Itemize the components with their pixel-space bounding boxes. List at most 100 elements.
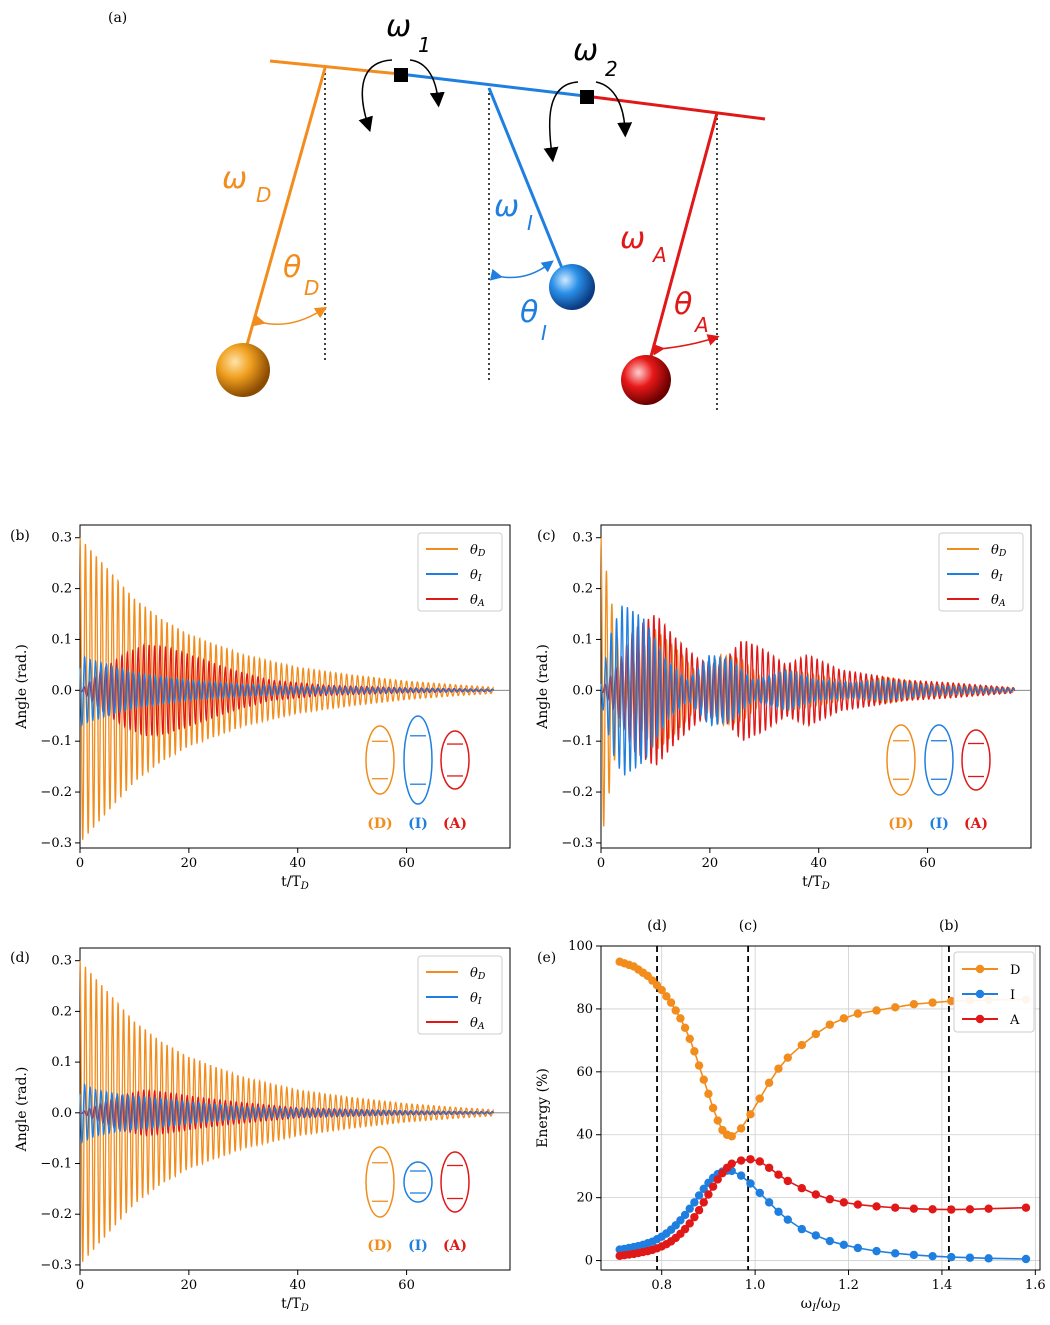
y-tick-label: 0: [585, 1254, 593, 1269]
data-point-a: [694, 1206, 704, 1215]
y-tick-label: 60: [576, 1065, 593, 1080]
level-ellipse-a: [961, 729, 991, 791]
x-tick-label: 1.6: [1025, 1278, 1046, 1293]
thetaI-sub: I: [541, 321, 547, 345]
y-tick-label: 0.2: [51, 1004, 72, 1019]
bar-segment-d: [269, 59, 401, 76]
y-tick-label: −0.2: [40, 1207, 72, 1222]
angle-arrow-i: [489, 260, 554, 281]
y-tick-label: 0.2: [572, 582, 593, 597]
y-tick-label: −0.1: [40, 1157, 72, 1172]
data-point-d: [853, 1009, 863, 1018]
legend-label: θI: [470, 568, 482, 584]
legend-label: θD: [470, 966, 486, 982]
data-point-a: [947, 1205, 956, 1214]
y-tick-label: −0.1: [561, 734, 593, 749]
state-label-a: (A): [443, 816, 467, 832]
series-line-theta-d: [79, 960, 494, 1262]
chart-b: 0 20 40 60 0.3 0.2 0.1 0.0 −0.1 −0.2 −0.3 t/TD Angle…: [10, 524, 511, 892]
data-point-a: [755, 1157, 764, 1166]
data-point-a: [872, 1202, 881, 1211]
y-tick-label: 0.2: [51, 582, 72, 597]
series-line-theta-i: [79, 1082, 495, 1145]
state-label-i: (I): [408, 816, 428, 832]
pendulum-diagram: (a): [108, 9, 766, 410]
data-point-i: [984, 1254, 993, 1263]
marker-label: (c): [739, 918, 758, 934]
marker-label: (b): [939, 918, 959, 934]
data-point-a: [736, 1156, 746, 1165]
y-tick-label: 0.1: [572, 632, 593, 647]
data-point-i: [965, 1253, 975, 1262]
data-point-d: [797, 1040, 807, 1050]
omegaI-sub: I: [527, 211, 533, 235]
legend-label: θA: [470, 593, 485, 609]
y-axis-label: Angle (rad.): [535, 644, 551, 730]
series-line-a: [619, 1158, 1027, 1257]
chart-e: 0.8 1.0 1.2 1.4 1.6 0 20 40 60 80 100 ωI/ωD Energy (…: [535, 918, 1046, 1314]
x-tick-label: 0: [597, 856, 605, 871]
data-point-a: [708, 1182, 718, 1191]
omegaD-label: ω: [222, 161, 247, 196]
data-point-i: [690, 1198, 699, 1207]
data-point-a: [746, 1155, 755, 1164]
data-point-i: [680, 1210, 690, 1220]
data-point-d: [872, 1006, 881, 1015]
y-axis-label: Angle (rad.): [14, 1067, 30, 1153]
data-point-d: [685, 1034, 694, 1043]
panel-label-a: (a): [108, 10, 127, 26]
coupling-arrow-2-right: [595, 81, 633, 138]
y-tick-label: −0.2: [40, 785, 72, 800]
state-label-i: (I): [929, 816, 949, 832]
y-axis-label: Energy (%): [535, 1068, 551, 1148]
data-point-i: [928, 1251, 937, 1261]
data-point-a: [928, 1205, 937, 1214]
data-point-d: [727, 1132, 736, 1141]
legend-box: [417, 532, 503, 612]
data-point-i: [774, 1207, 783, 1217]
data-point-i: [947, 1252, 956, 1262]
data-point-d: [774, 1064, 783, 1073]
data-point-a: [783, 1176, 793, 1186]
data-point-d: [909, 999, 919, 1009]
data-point-a: [825, 1195, 835, 1204]
level-ellipse-a: [440, 730, 470, 790]
omegaA-sub: A: [651, 243, 667, 267]
data-point-a: [984, 1204, 993, 1213]
data-point-i: [783, 1215, 793, 1224]
y-axis-label: Angle (rad.): [14, 644, 30, 730]
legend-label: I: [1010, 988, 1015, 1003]
x-tick-label: 1.0: [745, 1278, 766, 1293]
data-point-a: [909, 1204, 919, 1213]
state-label-d: (D): [367, 1238, 392, 1254]
data-point-a: [853, 1200, 863, 1209]
data-point-d: [783, 1053, 793, 1062]
state-label-i: (I): [408, 1238, 428, 1254]
x-tick-label: 0: [76, 1278, 84, 1293]
level-ellipse-i: [924, 724, 954, 796]
y-tick-label: 0.0: [51, 683, 72, 698]
x-axis-label: t/TD: [802, 874, 830, 892]
data-point-d: [755, 1094, 764, 1103]
y-tick-label: 40: [576, 1128, 593, 1143]
legend-label: θD: [470, 543, 486, 559]
data-point-d: [947, 996, 956, 1006]
omega1-label: ω: [386, 9, 411, 44]
legend-label: A: [1009, 1013, 1020, 1028]
x-tick-label: 40: [289, 1278, 306, 1293]
omegaD-sub: D: [256, 183, 271, 207]
data-point-d: [671, 1006, 680, 1015]
x-tick-label: 0: [76, 856, 84, 871]
x-tick-label: 1.2: [838, 1278, 859, 1293]
legend-label: θI: [991, 568, 1003, 584]
legend-box: [417, 955, 503, 1035]
data-point-d: [676, 1014, 685, 1023]
data-point-i: [797, 1224, 807, 1234]
x-axis-label: t/TD: [281, 1296, 309, 1314]
thetaA-label: θ: [674, 287, 692, 322]
thetaD-sub: D: [304, 276, 319, 300]
data-point-i: [811, 1231, 821, 1240]
data-point-d: [839, 1014, 849, 1023]
bar-segment-i: [399, 72, 586, 98]
data-point-d: [666, 998, 676, 1007]
